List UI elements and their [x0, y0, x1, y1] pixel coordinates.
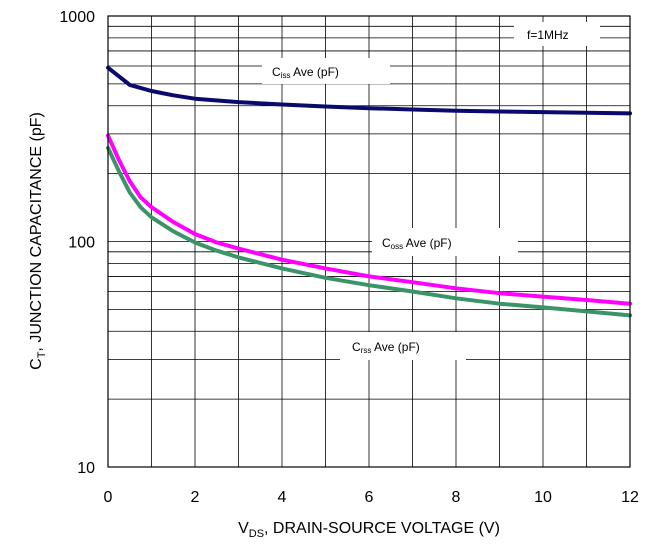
x-tick-label: 8 [452, 489, 461, 506]
series-lines [106, 65, 632, 318]
y-tick-labels: 10 100 1000 [59, 9, 95, 477]
x-tick-labels: 0 2 4 6 8 10 12 [104, 489, 639, 506]
label-iss: Ciss Ave (pF) [272, 65, 339, 80]
series-line-rss [106, 145, 632, 318]
x-tick-label: 10 [534, 489, 552, 506]
series-line-oss [106, 133, 632, 306]
series-line-iss [106, 65, 632, 116]
frequency-annotation: f=1MHz [527, 28, 569, 42]
x-tick-label: 0 [104, 489, 113, 506]
x-tick-label: 12 [621, 489, 639, 506]
y-tick-label: 100 [68, 235, 95, 252]
annotation-bg [514, 22, 600, 46]
label-bg-iss [262, 58, 390, 84]
x-tick-label: 6 [365, 489, 374, 506]
x-tick-label: 4 [278, 489, 287, 506]
label-bg-oss [372, 228, 518, 256]
y-tick-label: 10 [77, 460, 95, 477]
label-rss: Crss Ave (pF) [352, 340, 420, 355]
x-axis-title: VDS, DRAIN-SOURCE VOLTAGE (V) [238, 520, 500, 540]
label-oss: Coss Ave (pF) [382, 236, 452, 251]
y-tick-label: 1000 [59, 9, 95, 26]
plot-frame [107, 15, 631, 468]
x-tick-label: 2 [191, 489, 200, 506]
label-bg-rss [340, 332, 466, 360]
y-axis-title: CT, JUNCTION CAPACITANCE (pF) [28, 112, 48, 370]
